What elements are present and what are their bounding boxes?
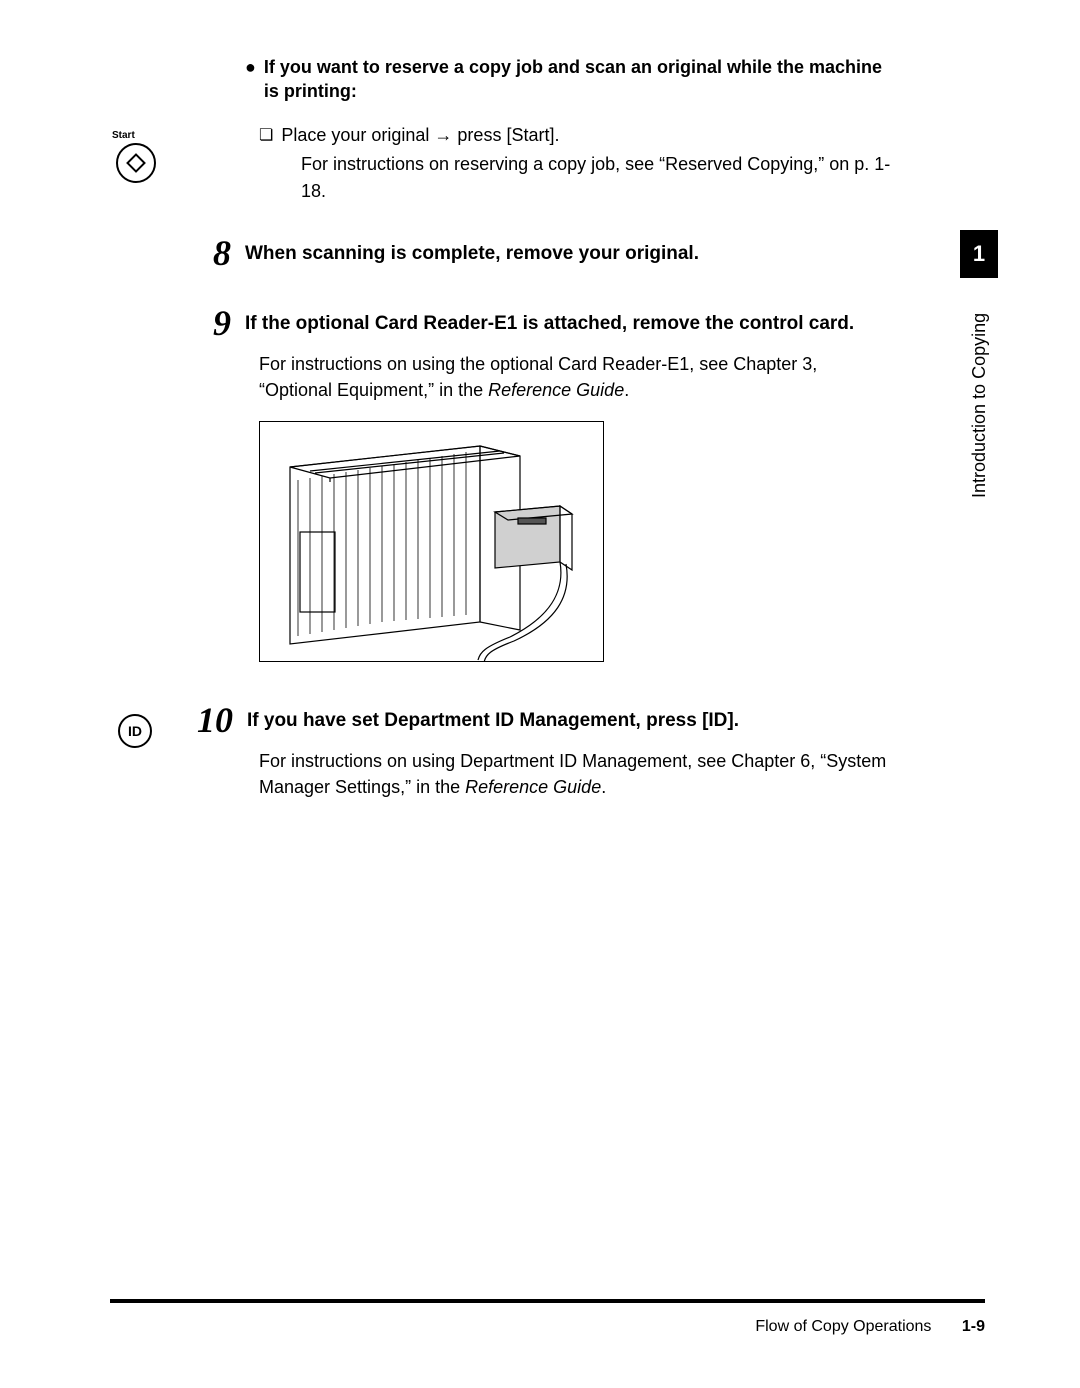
id-circle-icon: ID <box>118 714 152 748</box>
step-9-body: For instructions on using the optional C… <box>259 351 895 403</box>
step-9: 9 If the optional Card Reader-E1 is atta… <box>213 305 895 341</box>
reserve-job-substep: ❏ Place your original → press [Start]. <box>259 122 895 149</box>
reserve-job-heading-text: If you want to reserve a copy job and sc… <box>264 55 895 104</box>
step-9-number: 9 <box>213 305 231 341</box>
step-10-number: 10 <box>197 702 233 738</box>
footer: Flow of Copy Operations 1-9 <box>755 1318 985 1336</box>
step-9-body-italic: Reference Guide <box>488 380 624 400</box>
step-10-body-suffix: . <box>601 777 606 797</box>
footer-rule <box>110 1299 985 1303</box>
checkbox-icon: ❏ <box>259 124 273 149</box>
reserve-job-substep-text: Place your original → press [Start]. <box>281 122 559 149</box>
reserve-job-note: For instructions on reserving a copy job… <box>301 151 895 205</box>
card-reader-figure <box>259 421 604 662</box>
start-circle-icon <box>116 143 156 183</box>
chapter-number-tab: 1 <box>960 230 998 278</box>
step-9-body-suffix: . <box>624 380 629 400</box>
step-9-title: If the optional Card Reader-E1 is attach… <box>245 305 854 337</box>
bullet-icon: ● <box>245 55 256 104</box>
step-10-body-italic: Reference Guide <box>465 777 601 797</box>
step-10-body: For instructions on using Department ID … <box>259 748 895 800</box>
step-8: 8 When scanning is complete, remove your… <box>213 235 895 271</box>
start-label: Start <box>112 130 162 141</box>
chapter-title-vertical: Introduction to Copying <box>969 290 990 520</box>
step-8-number: 8 <box>213 235 231 271</box>
id-button-icon: ID <box>118 714 152 748</box>
start-button-icon: Start <box>110 130 162 183</box>
start-diamond-icon <box>126 153 146 173</box>
reserve-job-heading: ● If you want to reserve a copy job and … <box>245 55 895 104</box>
footer-page-number: 1-9 <box>962 1318 985 1335</box>
step-10-title: If you have set Department ID Management… <box>247 702 739 734</box>
footer-section: Flow of Copy Operations <box>755 1318 931 1335</box>
chapter-side-tab: 1 Introduction to Copying <box>960 230 998 630</box>
step-10: 10 If you have set Department ID Managem… <box>197 702 895 738</box>
step-8-title: When scanning is complete, remove your o… <box>245 235 699 267</box>
